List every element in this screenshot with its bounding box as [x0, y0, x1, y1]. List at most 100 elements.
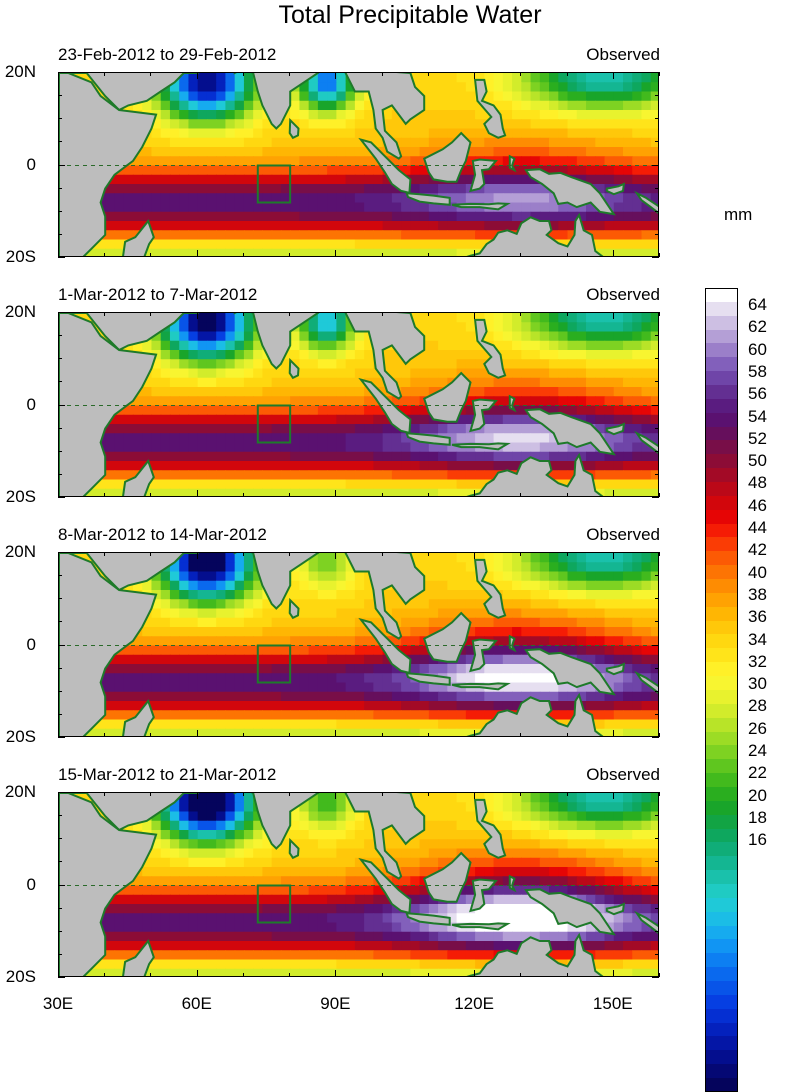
tpw-cell: [651, 839, 659, 849]
tpw-cell: [475, 701, 485, 711]
tpw-cell: [355, 92, 365, 102]
tpw-cell: [346, 240, 356, 250]
tpw-cell: [429, 692, 439, 702]
tpw-cell: [623, 470, 633, 480]
tpw-cell: [142, 452, 152, 462]
tpw-cell: [568, 849, 578, 859]
tpw-cell: [207, 313, 217, 323]
tpw-cell: [309, 129, 319, 139]
tpw-cell: [512, 802, 522, 812]
tpw-cell: [623, 212, 633, 222]
tpw-cell: [346, 618, 356, 628]
tpw-cell: [568, 581, 578, 591]
tpw-cell: [336, 110, 346, 120]
tpw-cell: [188, 720, 198, 730]
tpw-cell: [299, 129, 309, 139]
tpw-cell: [346, 876, 356, 886]
tpw-cell: [225, 203, 235, 213]
tpw-cell: [327, 433, 337, 443]
tpw-cell: [161, 92, 171, 102]
tpw-cell: [281, 378, 291, 388]
tpw-cell: [568, 138, 578, 148]
tpw-cell: [188, 350, 198, 360]
tpw-cell: [549, 876, 559, 886]
tpw-cell: [179, 627, 189, 637]
tpw-cell: [355, 599, 365, 609]
tpw-cell: [457, 480, 467, 490]
tpw-cell: [475, 867, 485, 877]
longitude-tick: [474, 250, 475, 257]
tpw-cell: [299, 886, 309, 896]
tpw-cell: [364, 729, 374, 737]
tpw-cell: [179, 729, 189, 737]
tpw-cell: [438, 904, 448, 914]
tpw-cell: [410, 129, 420, 139]
tpw-cell: [235, 904, 245, 914]
tpw-cell: [216, 581, 226, 591]
tpw-cell: [605, 849, 615, 859]
tpw-cell: [346, 480, 356, 490]
tpw-cell: [188, 627, 198, 637]
tpw-cell: [642, 710, 652, 720]
tpw-cell: [420, 359, 430, 369]
tpw-cell: [429, 802, 439, 812]
tpw-cell: [577, 599, 587, 609]
tpw-cell: [420, 184, 430, 194]
tpw-cell: [225, 147, 235, 157]
tpw-cell: [373, 443, 383, 453]
tpw-cell: [410, 729, 420, 737]
tpw-cell: [114, 221, 124, 231]
tpw-cell: [336, 710, 346, 720]
tpw-cell: [531, 424, 541, 434]
longitude-tick: [243, 253, 244, 257]
tpw-cell: [327, 904, 337, 914]
tpw-cell: [410, 849, 420, 859]
tpw-cell: [244, 812, 254, 822]
tpw-cell: [170, 175, 180, 185]
tpw-cell: [632, 683, 642, 693]
tpw-cell: [383, 184, 393, 194]
tpw-cell: [327, 221, 337, 231]
tpw-cell: [346, 858, 356, 868]
tpw-cell: [309, 461, 319, 471]
tpw-cell: [309, 904, 319, 914]
tpw-cell: [540, 138, 550, 148]
tpw-cell: [373, 452, 383, 462]
tpw-cell: [235, 618, 245, 628]
tpw-cell: [161, 590, 171, 600]
longitude-tick: [104, 312, 105, 316]
tpw-cell: [586, 369, 596, 379]
tpw-cell: [244, 646, 254, 656]
tpw-cell: [336, 793, 346, 803]
tpw-cell: [225, 886, 235, 896]
tpw-cell: [614, 470, 624, 480]
tpw-cell: [216, 203, 226, 213]
tpw-cell: [244, 203, 254, 213]
tpw-cell: [318, 701, 328, 711]
tpw-cell: [198, 156, 208, 166]
tpw-cell: [364, 830, 374, 840]
tpw-cell: [632, 341, 642, 351]
tpw-cell: [179, 249, 189, 257]
tpw-cell: [438, 609, 448, 619]
tpw-cell: [207, 692, 217, 702]
tpw-cell: [577, 849, 587, 859]
latitude-tick: [655, 575, 659, 576]
tpw-cell: [235, 839, 245, 849]
tpw-cell: [207, 443, 217, 453]
tpw-cell: [318, 387, 328, 397]
tpw-cell: [262, 895, 272, 905]
tpw-cell: [179, 230, 189, 240]
tpw-cell: [531, 119, 541, 129]
tpw-cell: [549, 73, 559, 83]
tpw-cell: [262, 461, 272, 471]
tpw-cell: [521, 433, 531, 443]
tpw-cell: [540, 433, 550, 443]
tpw-cell: [262, 415, 272, 425]
tpw-cell: [466, 812, 476, 822]
tpw-cell: [346, 821, 356, 831]
tpw-cell: [216, 904, 226, 914]
tpw-cell: [346, 378, 356, 388]
tpw-cell: [355, 636, 365, 646]
tpw-cell: [207, 415, 217, 425]
